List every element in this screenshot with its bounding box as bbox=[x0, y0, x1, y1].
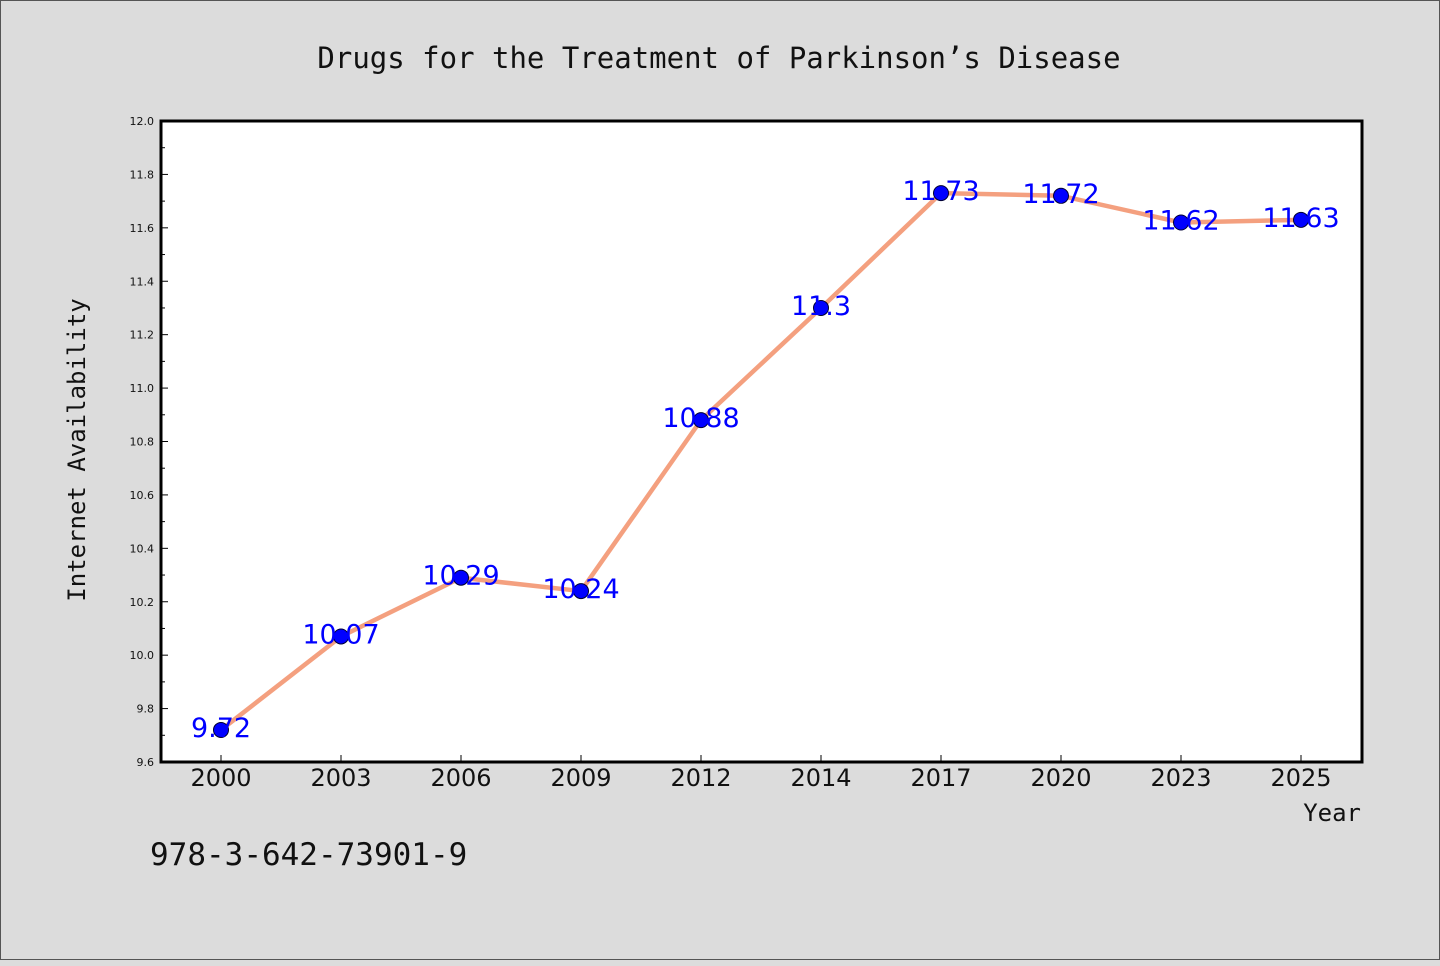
series-layer bbox=[213, 185, 1309, 738]
data-label-layer: 9.72 10.07 10.29 10.24 10.88 11.3 11.73 11.72 11… bbox=[191, 176, 1340, 744]
data-label: 11.63 bbox=[1262, 203, 1339, 234]
x-tick-label: 2017 bbox=[910, 764, 971, 792]
x-tick-label: 2023 bbox=[1150, 764, 1211, 792]
y-axis: 9.6 9.8 10.0 10.2 10.4 10.6 10.8 11.0 11.2 11.4 11… bbox=[130, 115, 168, 769]
x-axis: 2000 2003 2006 2009 2012 2014 2017 2020 2023 2025 bbox=[190, 755, 1332, 792]
x-tick-label: 2000 bbox=[190, 764, 251, 792]
y-tick-label: 10.2 bbox=[130, 596, 155, 609]
x-tick-label: 2003 bbox=[310, 764, 371, 792]
data-point-marker bbox=[573, 583, 589, 600]
y-tick-label: 11.6 bbox=[130, 222, 155, 235]
data-point-marker bbox=[693, 412, 709, 429]
y-tick-label: 9.8 bbox=[137, 703, 155, 716]
data-point-marker bbox=[333, 628, 349, 645]
y-tick-label: 11.0 bbox=[130, 382, 155, 395]
data-label: 11.72 bbox=[1022, 179, 1099, 210]
y-tick-label: 11.4 bbox=[130, 275, 155, 288]
series-line bbox=[218, 190, 1304, 733]
data-point-marker bbox=[453, 569, 469, 586]
data-label: 10.24 bbox=[542, 574, 619, 605]
data-label: 10.29 bbox=[422, 561, 499, 592]
x-tick-label: 2025 bbox=[1270, 764, 1331, 792]
data-label: 10.88 bbox=[662, 403, 739, 434]
chart-title: Drugs for the Treatment of Parkinson’s D… bbox=[317, 41, 1120, 75]
data-point-marker bbox=[1053, 187, 1069, 204]
y-tick-label: 11.8 bbox=[130, 168, 155, 181]
plot-area bbox=[159, 119, 1364, 764]
x-tick-label: 2012 bbox=[670, 764, 731, 792]
x-axis-label: Year bbox=[1303, 799, 1361, 827]
y-tick-label: 10.8 bbox=[130, 436, 155, 449]
x-tick-label: 2009 bbox=[550, 764, 611, 792]
data-label: 11.73 bbox=[902, 176, 979, 207]
y-axis-label: Internet Availability bbox=[63, 298, 91, 601]
y-tick-label: 12.0 bbox=[130, 115, 155, 128]
data-label: 10.07 bbox=[302, 619, 379, 650]
x-tick-label: 2020 bbox=[1030, 764, 1091, 792]
data-point-marker bbox=[933, 185, 949, 202]
y-tick-label: 10.6 bbox=[130, 489, 155, 502]
y-tick-label: 9.6 bbox=[137, 756, 155, 769]
data-label: 9.72 bbox=[191, 713, 251, 744]
data-point-marker bbox=[1293, 211, 1309, 228]
data-label: 11.3 bbox=[791, 291, 851, 322]
x-tick-label: 2014 bbox=[790, 764, 851, 792]
data-label: 11.62 bbox=[1142, 205, 1219, 236]
footer-code: 978-3-642-73901-9 bbox=[150, 837, 467, 873]
data-point-marker bbox=[213, 721, 229, 738]
data-point-marker bbox=[813, 299, 829, 316]
y-tick-label: 11.2 bbox=[130, 329, 155, 342]
x-tick-label: 2006 bbox=[430, 764, 491, 792]
y-tick-label: 10.4 bbox=[130, 542, 155, 555]
data-point-marker bbox=[1173, 214, 1189, 231]
y-tick-label: 10.0 bbox=[130, 649, 155, 662]
